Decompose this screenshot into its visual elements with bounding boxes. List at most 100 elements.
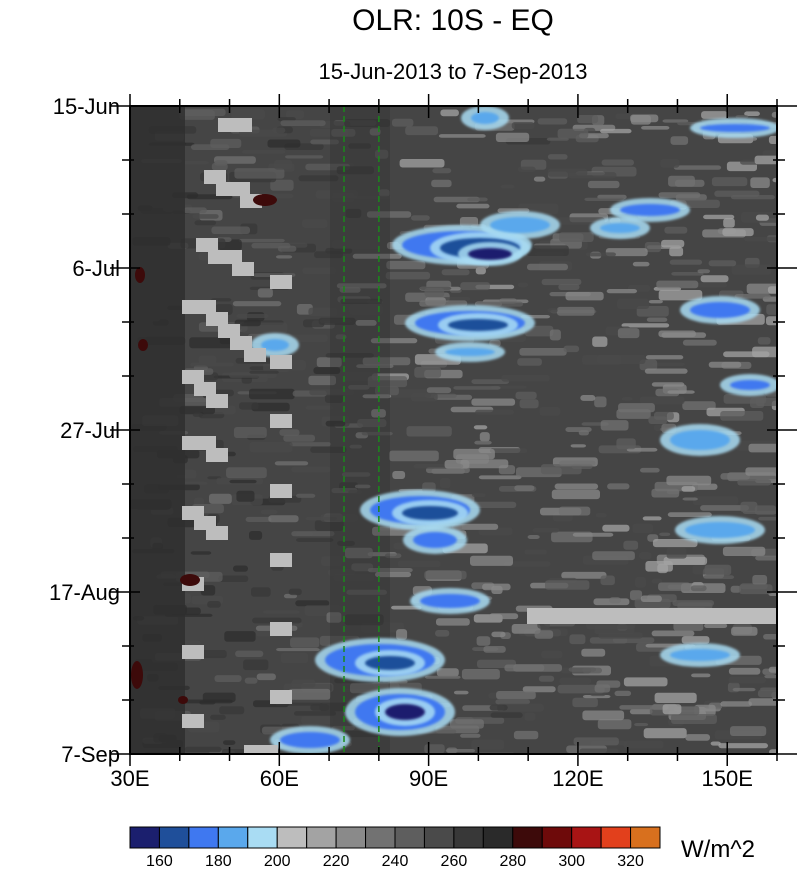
texture-streak bbox=[274, 159, 293, 170]
texture-streak bbox=[470, 555, 513, 566]
texture-streak bbox=[776, 122, 777, 132]
high-olr-spot bbox=[180, 574, 200, 586]
texture-streak bbox=[243, 659, 269, 671]
texture-streak bbox=[236, 490, 255, 502]
high-olr-spot bbox=[253, 194, 277, 206]
texture-streak bbox=[211, 162, 228, 171]
texture-streak bbox=[730, 585, 741, 593]
texture-streak bbox=[517, 358, 542, 366]
missing-cell bbox=[182, 645, 204, 659]
texture-streak bbox=[541, 650, 563, 659]
texture-streak bbox=[597, 354, 646, 364]
texture-streak bbox=[233, 565, 248, 572]
colorbar-units: W/m^2 bbox=[681, 836, 755, 863]
texture-streak bbox=[327, 569, 356, 576]
texture-streak bbox=[768, 666, 777, 673]
texture-streak bbox=[755, 555, 777, 561]
texture-streak bbox=[190, 362, 234, 367]
texture-streak bbox=[251, 587, 271, 597]
texture-streak bbox=[191, 144, 230, 150]
texture-streak bbox=[744, 237, 777, 242]
texture-streak bbox=[251, 402, 290, 412]
texture-streak bbox=[704, 623, 728, 628]
texture-streak bbox=[234, 168, 285, 179]
texture-streak bbox=[547, 308, 558, 313]
low-olr-blob bbox=[700, 124, 770, 132]
texture-streak bbox=[598, 632, 643, 639]
y-tick-label: 6-Jul bbox=[72, 256, 120, 281]
texture-streak bbox=[351, 563, 374, 572]
axis-ticks bbox=[110, 94, 797, 766]
texture-streak bbox=[720, 411, 764, 421]
texture-streak bbox=[651, 382, 685, 387]
texture-streak bbox=[495, 699, 530, 705]
texture-streak bbox=[504, 561, 551, 567]
texture-streak bbox=[763, 634, 777, 640]
x-axis-labels: 30E 60E 90E 120E 150E bbox=[110, 766, 753, 791]
texture-streak bbox=[584, 197, 625, 201]
texture-streak bbox=[595, 513, 607, 518]
texture-streak bbox=[745, 467, 777, 476]
texture-streak bbox=[755, 214, 769, 221]
texture-streak bbox=[673, 165, 722, 170]
texture-streak bbox=[764, 674, 777, 679]
texture-streak bbox=[349, 304, 383, 315]
texture-streak bbox=[579, 748, 619, 754]
texture-streak bbox=[190, 551, 212, 555]
texture-streak bbox=[669, 247, 684, 257]
colorbar-swatch bbox=[541, 826, 573, 849]
colorbar-label: 320 bbox=[617, 853, 644, 869]
texture-streak bbox=[257, 288, 273, 298]
texture-streak bbox=[594, 684, 611, 693]
texture-streak bbox=[648, 300, 663, 304]
texture-streak bbox=[569, 634, 586, 645]
missing-cell bbox=[206, 526, 228, 540]
texture-streak bbox=[451, 523, 499, 530]
missing-cell bbox=[182, 714, 204, 728]
texture-streak bbox=[339, 286, 361, 293]
texture-streak bbox=[354, 484, 371, 489]
texture-streak bbox=[378, 189, 390, 197]
high-olr-spot bbox=[138, 339, 148, 351]
convective-blobs bbox=[251, 106, 777, 754]
texture-streak bbox=[623, 740, 664, 749]
texture-streak bbox=[568, 667, 597, 672]
texture-streak bbox=[207, 601, 221, 608]
texture-streak bbox=[475, 409, 514, 415]
texture-streak bbox=[601, 159, 634, 166]
texture-streak bbox=[769, 749, 777, 754]
texture-streak bbox=[662, 704, 682, 715]
texture-streak bbox=[375, 386, 399, 396]
colorbar-swatch bbox=[482, 826, 514, 849]
texture-streak bbox=[471, 379, 510, 384]
texture-streak bbox=[310, 704, 330, 711]
texture-streak bbox=[654, 692, 697, 703]
texture-streak bbox=[267, 139, 301, 148]
x-tick-label: 120E bbox=[552, 766, 603, 791]
texture-streak bbox=[231, 109, 265, 120]
missing-cell bbox=[270, 275, 292, 289]
texture-streak bbox=[660, 159, 680, 168]
missing-cell bbox=[270, 622, 292, 636]
texture-streak bbox=[572, 532, 614, 537]
texture-streak bbox=[260, 509, 278, 515]
texture-streak bbox=[641, 126, 670, 130]
texture-streak bbox=[632, 523, 653, 533]
texture-streak bbox=[419, 300, 468, 307]
texture-streak bbox=[661, 332, 707, 338]
texture-streak bbox=[565, 291, 604, 301]
texture-streak bbox=[581, 648, 606, 657]
texture-streak bbox=[482, 583, 511, 591]
texture-streak bbox=[272, 127, 286, 134]
texture-streak bbox=[490, 712, 523, 718]
texture-streak bbox=[263, 610, 300, 614]
texture-streak bbox=[397, 560, 441, 568]
texture-streak bbox=[218, 575, 249, 582]
texture-streak bbox=[539, 407, 561, 416]
texture-streak bbox=[651, 488, 680, 498]
texture-streak bbox=[424, 287, 445, 297]
texture-streak bbox=[524, 712, 536, 721]
texture-streak bbox=[309, 389, 354, 396]
texture-streak bbox=[557, 684, 605, 694]
